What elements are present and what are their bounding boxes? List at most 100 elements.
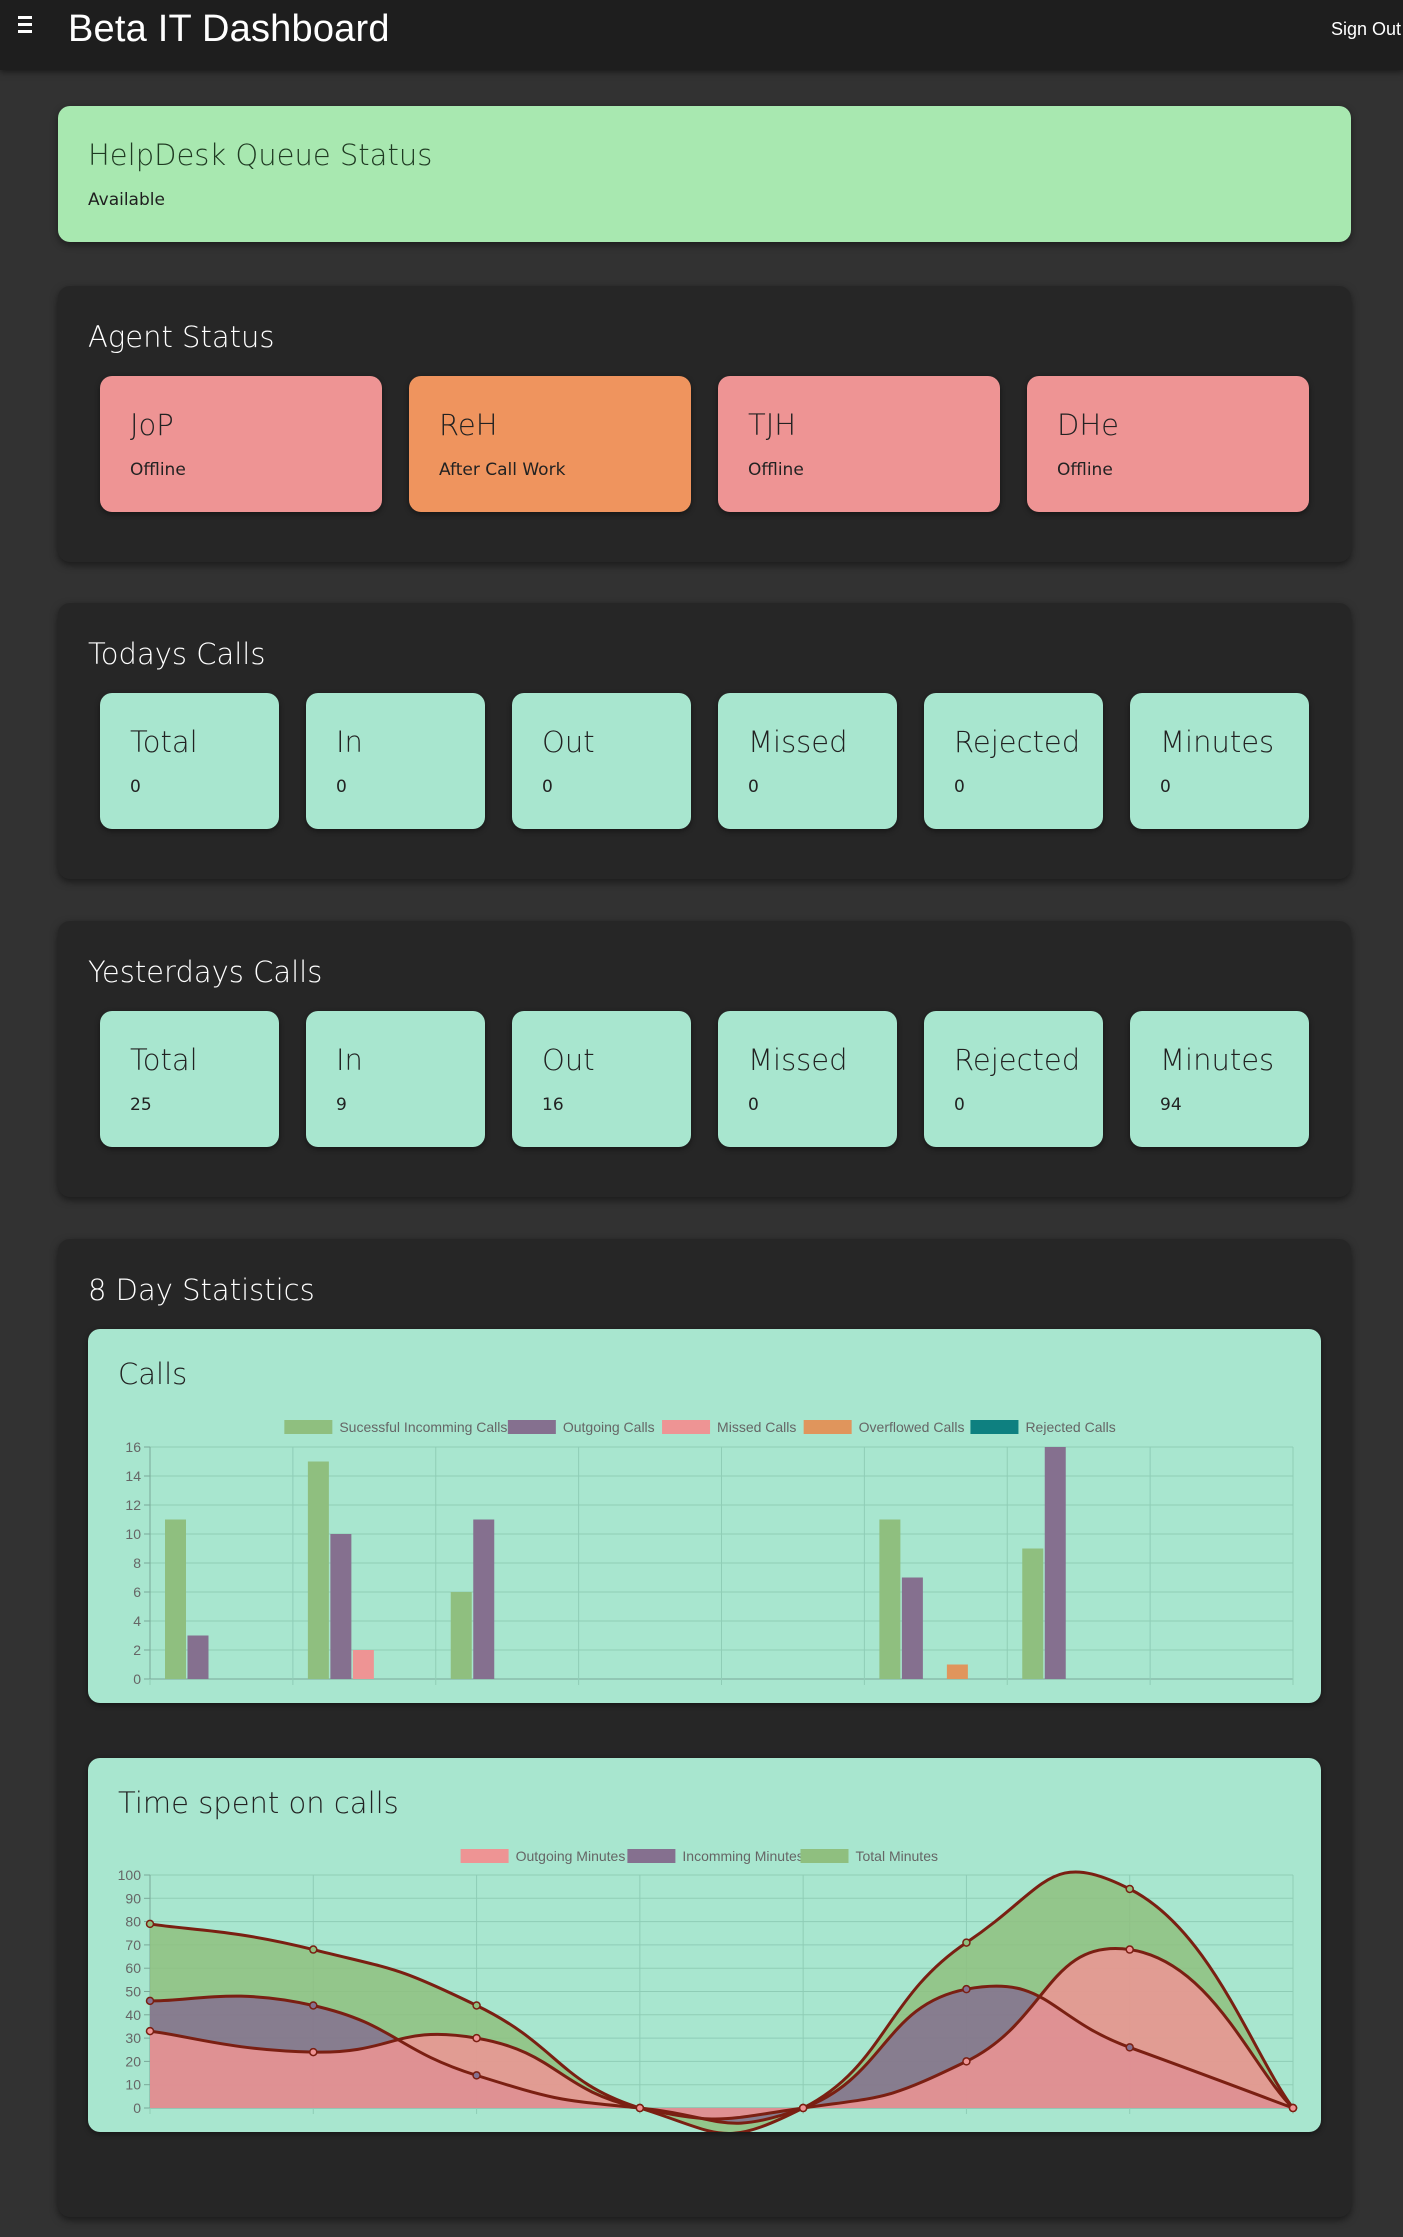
statistics-title: 8 Day Statistics — [88, 1273, 315, 1307]
sign-out-link[interactable]: Sign Out — [1330, 19, 1401, 39]
stat-value: 25 — [130, 1095, 152, 1115]
data-point — [472, 2071, 481, 2080]
series-line — [149, 1946, 1295, 2121]
legend-swatch — [800, 1849, 849, 1863]
y-tick-label: 14 — [125, 1468, 141, 1484]
stat-card-out: Out 16 — [512, 1011, 691, 1147]
stat-value: 0 — [748, 777, 759, 797]
stat-value: 9 — [336, 1095, 347, 1115]
y-tick-label: 40 — [125, 2007, 141, 2023]
legend-label: Rejected Calls — [1025, 1419, 1115, 1435]
agent-status: Offline — [748, 460, 804, 480]
stat-card-in: In 0 — [306, 693, 485, 829]
stat-label: Missed — [748, 1043, 848, 1077]
agent-status: After Call Work — [439, 460, 566, 480]
stat-card-minutes: Minutes 94 — [1130, 1011, 1309, 1147]
y-tick-label: 4 — [133, 1613, 141, 1629]
data-point — [1125, 1945, 1134, 1954]
data-point — [145, 1996, 155, 2006]
agent-card: ReH After Call Work — [409, 376, 691, 512]
agent-card: DHe Offline — [1027, 376, 1309, 512]
y-tick-label: 6 — [133, 1584, 141, 1600]
data-point — [309, 2047, 318, 2057]
stat-card-total: Total 25 — [100, 1011, 279, 1147]
legend-swatch — [284, 1420, 333, 1434]
agent-status-panel: Agent Status JoP Offline ReH After Call … — [58, 286, 1351, 562]
y-tick-label: 8 — [133, 1555, 141, 1571]
calls-chart-card: Calls Sucessful Incomming Calls Outgoing … — [88, 1329, 1321, 1703]
agent-status: Offline — [130, 460, 186, 480]
data-point — [635, 2103, 645, 2113]
data-point — [798, 2103, 808, 2113]
stat-label: In — [336, 725, 363, 759]
stat-label: Minutes — [1160, 725, 1275, 759]
y-tick-label: 0 — [133, 2100, 141, 2116]
agent-status: Offline — [1057, 460, 1113, 480]
agent-card: TJH Offline — [718, 376, 1000, 512]
bar — [450, 1592, 472, 1679]
stat-card-minutes: Minutes 0 — [1130, 693, 1309, 829]
calls-bar-chart: Sucessful Incomming Calls Outgoing Calls M… — [125, 1419, 1294, 1687]
legend-label: Total Minutes — [856, 1848, 938, 1864]
stat-label: Out — [542, 1043, 595, 1077]
yesterdays-calls-panel: Yesterdays Calls Total 25 In 9 Out 16 Mi… — [58, 921, 1351, 1197]
y-tick-label: 10 — [125, 2077, 141, 2093]
data-point — [145, 1919, 155, 1929]
data-point — [962, 2057, 971, 2066]
stat-value: 0 — [130, 777, 141, 797]
legend-swatch — [507, 1420, 556, 1434]
data-point — [962, 1984, 971, 1994]
data-point — [1125, 1884, 1134, 1894]
stat-label: Rejected — [954, 725, 1081, 759]
stat-value: 0 — [336, 777, 347, 797]
data-point — [472, 2033, 481, 2043]
queue-status-title: HelpDesk Queue Status — [88, 138, 433, 172]
stat-card-rejected: Rejected 0 — [924, 1011, 1103, 1147]
todays-calls-panel: Todays Calls Total 0 In 0 Out 0 Missed 0… — [58, 603, 1351, 879]
bar — [187, 1635, 209, 1679]
hamburger-menu-icon[interactable] — [14, 16, 36, 38]
time-chart-title: Time spent on calls — [118, 1786, 399, 1820]
data-point — [145, 2026, 155, 2036]
stat-value: 0 — [542, 777, 553, 797]
stat-card-rejected: Rejected 0 — [924, 693, 1103, 829]
bar — [352, 1650, 374, 1679]
bar — [879, 1519, 901, 1679]
agent-status-title: Agent Status — [88, 320, 275, 354]
stat-card-missed: Missed 0 — [718, 693, 897, 829]
y-tick-label: 90 — [125, 1890, 141, 1906]
stat-card-total: Total 0 — [100, 693, 279, 829]
legend-swatch — [803, 1420, 852, 1434]
stat-label: Out — [542, 725, 595, 759]
bar — [165, 1519, 186, 1679]
stat-label: Missed — [748, 725, 848, 759]
data-point — [1288, 2103, 1298, 2113]
legend-swatch — [627, 1849, 676, 1863]
data-point — [472, 2001, 481, 2010]
data-point — [962, 1938, 971, 1947]
bar — [1022, 1548, 1044, 1679]
bar — [473, 1519, 495, 1679]
todays-calls-title: Todays Calls — [88, 637, 266, 671]
stat-value: 0 — [1160, 777, 1171, 797]
stat-value: 0 — [954, 777, 965, 797]
y-tick-label: 16 — [125, 1439, 141, 1455]
y-tick-label: 80 — [125, 1914, 141, 1930]
queue-status-value: Available — [88, 190, 165, 210]
y-tick-label: 20 — [125, 2053, 141, 2069]
y-tick-label: 50 — [125, 1984, 141, 2000]
app-title: Beta IT Dashboard — [68, 8, 390, 50]
data-point — [309, 2001, 318, 2010]
stat-value: 0 — [748, 1095, 759, 1115]
stat-label: Minutes — [1160, 1043, 1275, 1077]
queue-status-card: HelpDesk Queue Status Available — [58, 106, 1351, 242]
legend-label: Sucessful Incomming Calls — [339, 1419, 507, 1435]
stat-value: 0 — [954, 1095, 965, 1115]
yesterdays-calls-title: Yesterdays Calls — [88, 955, 323, 989]
agent-card: JoP Offline — [100, 376, 382, 512]
bar — [946, 1664, 968, 1679]
stat-card-missed: Missed 0 — [718, 1011, 897, 1147]
time-chart-card: Time spent on calls Outgoing Minutes Inco… — [88, 1758, 1321, 2132]
legend-swatch — [970, 1420, 1019, 1434]
data-point — [1125, 2043, 1134, 2052]
